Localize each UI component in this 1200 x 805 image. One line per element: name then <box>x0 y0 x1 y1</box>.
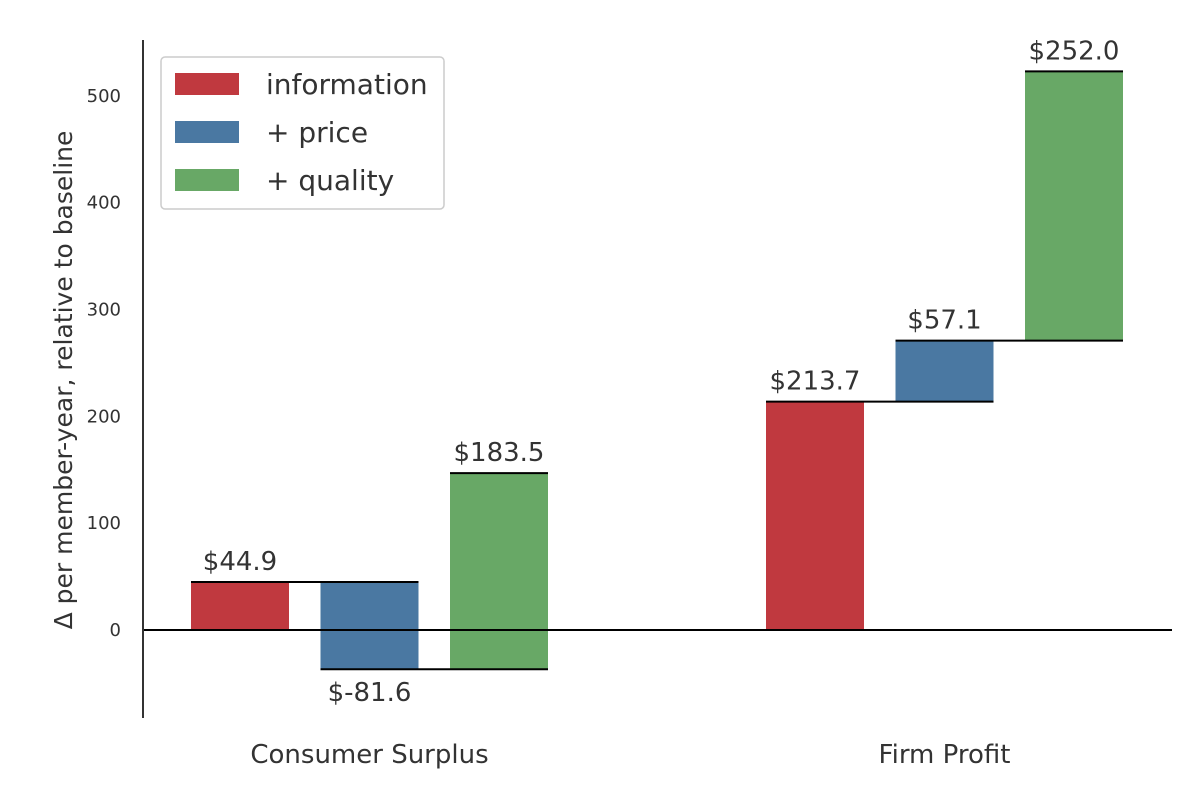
connectors-layer <box>191 70 1123 671</box>
bar-1-1 <box>895 340 994 402</box>
axes-layer: 0 100 200 300 400 500 Δ per member-year, relat… <box>49 40 1172 770</box>
value-labels-layer: $44.9 $213.7 $-81.6 $57.1 $183.5 $252.0 <box>203 36 1120 708</box>
data-label-1-0: $213.7 <box>770 367 861 397</box>
y-tick-label: 500 <box>87 86 121 107</box>
y-axis-label: Δ per member-year, relative to baseline <box>49 131 78 630</box>
data-label-0-2: $183.5 <box>454 438 545 468</box>
bar-1-0 <box>766 401 864 630</box>
data-label-1-1: $57.1 <box>907 306 981 336</box>
legend-entry-0: information <box>266 68 428 101</box>
y-tick-label: 100 <box>87 513 121 534</box>
legend-entry-2: + quality <box>266 164 394 197</box>
bar-0-0 <box>191 582 289 630</box>
y-tick-label: 400 <box>87 193 121 214</box>
bars-layer <box>191 71 1123 670</box>
bar-0-2 <box>450 473 548 670</box>
data-label-1-2: $252.0 <box>1029 36 1120 66</box>
bar-0-1 <box>320 582 419 670</box>
bar-1-2 <box>1025 71 1123 341</box>
y-tick-label: 300 <box>87 299 121 320</box>
y-tick-label: 200 <box>87 406 121 427</box>
x-category-label: Consumer Surplus <box>250 740 488 770</box>
data-label-0-0: $44.9 <box>203 547 277 577</box>
legend-swatch-0 <box>175 73 239 95</box>
legend-swatch-2 <box>175 169 239 191</box>
legend-swatch-1 <box>175 121 239 143</box>
y-tick-label: 0 <box>110 620 121 641</box>
x-category-label: Firm Profit <box>879 740 1011 770</box>
data-label-0-1: $-81.6 <box>328 678 412 708</box>
legend-entry-1: + price <box>266 116 368 149</box>
legend: information + price + quality <box>160 56 445 210</box>
